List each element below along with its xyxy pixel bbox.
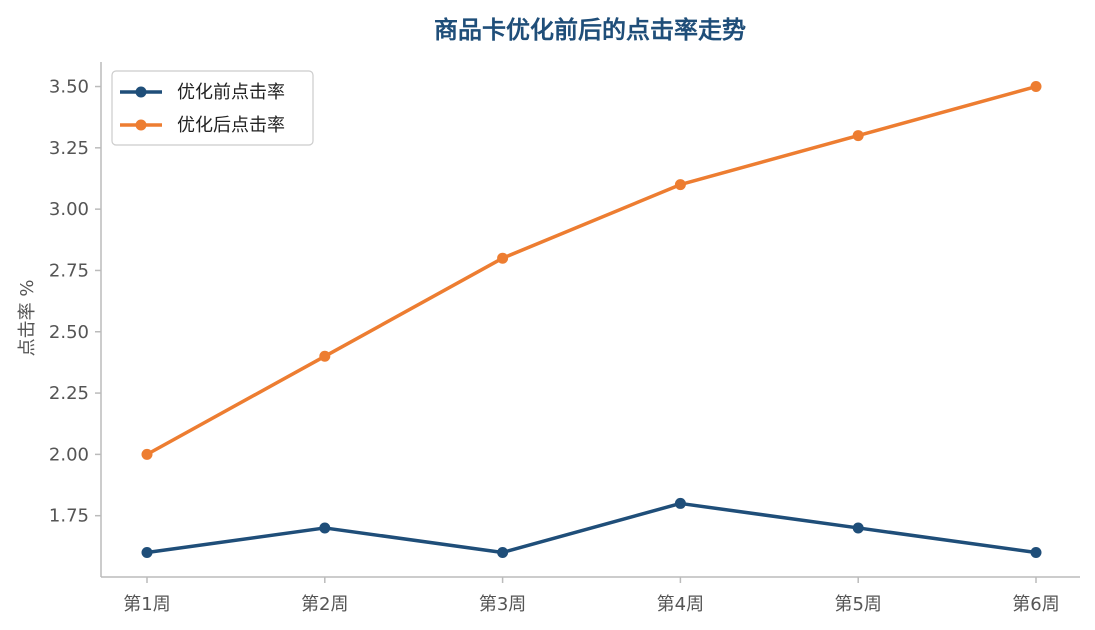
data-point bbox=[674, 179, 686, 191]
y-tick-label: 3.50 bbox=[49, 77, 89, 98]
y-tick-label: 2.00 bbox=[49, 444, 89, 465]
data-point bbox=[497, 546, 509, 558]
data-point bbox=[1030, 81, 1042, 93]
data-point bbox=[141, 546, 153, 558]
y-tick-label: 2.25 bbox=[49, 383, 89, 404]
legend-label: 优化前点击率 bbox=[177, 82, 285, 103]
y-tick-label: 1.75 bbox=[49, 506, 89, 527]
y-tick-label: 2.50 bbox=[49, 322, 89, 343]
legend-marker bbox=[135, 119, 147, 131]
series-line bbox=[146, 84, 1037, 456]
series-layer bbox=[141, 81, 1042, 558]
x-tick-label: 第1周 bbox=[123, 594, 170, 615]
x-ticks: 第1周 第2周 第3周 第4周 第5周 第6周 bbox=[123, 577, 1060, 615]
y-axis-label: 点击率 % bbox=[17, 280, 38, 357]
y-ticks: 1.75 2.00 2.25 2.50 2.75 3.00 3.25 3.50 bbox=[49, 77, 101, 527]
legend-marker bbox=[135, 86, 147, 98]
x-tick-label: 第6周 bbox=[1012, 594, 1059, 615]
data-point bbox=[674, 497, 686, 509]
data-point bbox=[852, 130, 864, 142]
data-point bbox=[141, 448, 153, 460]
x-tick-label: 第2周 bbox=[301, 594, 348, 615]
x-tick-label: 第5周 bbox=[834, 594, 881, 615]
data-point bbox=[319, 522, 331, 534]
series-1 bbox=[141, 497, 1042, 558]
chart-title: 商品卡优化前后的点击率走势 bbox=[434, 16, 746, 44]
legend-item: 优化前点击率 bbox=[120, 82, 285, 103]
data-point bbox=[1030, 546, 1042, 558]
legend-item: 优化后点击率 bbox=[120, 115, 285, 136]
data-point bbox=[319, 350, 331, 362]
x-tick-label: 第4周 bbox=[657, 594, 704, 615]
y-tick-label: 2.75 bbox=[49, 260, 89, 281]
y-tick-label: 3.25 bbox=[49, 138, 89, 159]
data-point bbox=[497, 252, 509, 264]
data-point bbox=[852, 522, 864, 534]
x-tick-label: 第3周 bbox=[479, 594, 526, 615]
series-2 bbox=[141, 81, 1042, 460]
y-tick-label: 3.00 bbox=[49, 199, 89, 220]
series-line bbox=[146, 501, 1037, 555]
legend-box bbox=[111, 70, 314, 146]
legend-label: 优化后点击率 bbox=[177, 115, 285, 136]
